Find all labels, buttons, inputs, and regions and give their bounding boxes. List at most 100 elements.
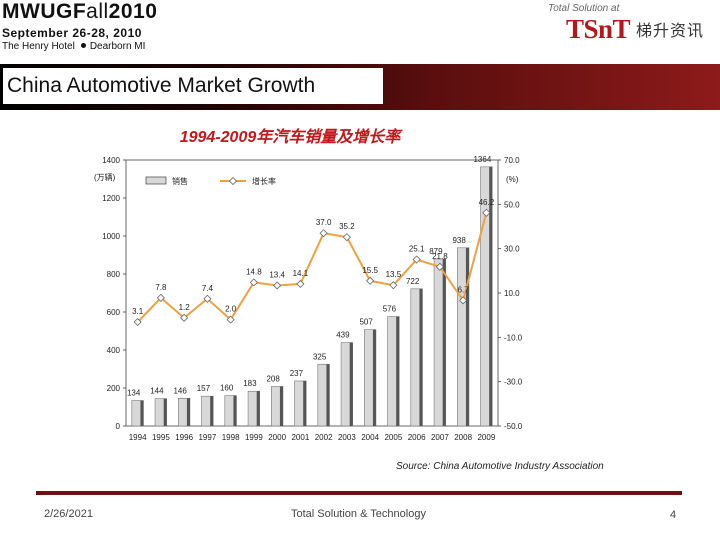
- bar-value-label: 237: [290, 369, 304, 378]
- bar-value-label: 722: [406, 277, 420, 286]
- growth-value-label: 35.2: [339, 222, 355, 231]
- bar-value-label: 576: [383, 305, 397, 314]
- event-name-light: all: [86, 0, 109, 23]
- bar-shade: [233, 395, 237, 426]
- growth-point: [459, 296, 468, 305]
- brand-tagline: Total Solution at: [548, 3, 620, 14]
- growth-value-label: 13.4: [269, 270, 285, 279]
- growth-point: [273, 281, 282, 290]
- x-tick-label: 1996: [175, 433, 193, 442]
- bar-shade: [465, 247, 469, 426]
- growth-value-label: 7.8: [155, 283, 167, 292]
- bar-shade: [442, 258, 446, 426]
- growth-point: [226, 315, 235, 324]
- footer-divider: [36, 491, 682, 495]
- growth-point: [180, 313, 189, 322]
- x-tick-label: 2004: [361, 433, 379, 442]
- x-tick-label: 1999: [245, 433, 263, 442]
- bar-shade: [210, 396, 214, 426]
- y-tick-label: 600: [107, 308, 121, 317]
- bar-shade: [396, 316, 400, 426]
- bullet-icon: [80, 43, 86, 49]
- growth-value-label: 37.0: [316, 218, 332, 227]
- venue-city: Dearborn MI: [89, 41, 146, 52]
- growth-point: [366, 276, 375, 285]
- growth-point: [296, 279, 305, 288]
- event-year: 2010: [108, 0, 158, 23]
- venue-hotel: The Henry Hotel: [2, 41, 75, 52]
- y-tick-label: 400: [107, 346, 121, 355]
- x-tick-label: 2003: [338, 433, 356, 442]
- growth-value-label: 7.4: [202, 284, 214, 293]
- y-tick-label: 1000: [102, 232, 120, 241]
- bar-shade: [140, 400, 144, 426]
- slide-title: China Automotive Market Growth: [3, 68, 383, 104]
- growth-point: [319, 229, 328, 238]
- brand-logo: TSnT: [566, 14, 631, 44]
- growth-point: [435, 262, 444, 271]
- bar-shade: [326, 364, 330, 426]
- y-tick-label: 800: [107, 270, 121, 279]
- y2-tick-label: 10.0: [504, 289, 520, 298]
- bar-value-label: 134: [127, 389, 141, 398]
- growth-line: [136, 212, 488, 323]
- growth-point: [412, 255, 421, 264]
- legend-swatch-sales: [145, 176, 167, 185]
- growth-point: [156, 293, 165, 302]
- event-dates: September 26-28, 2010: [2, 26, 142, 40]
- bar-value-label: 208: [266, 374, 280, 383]
- page-number: 4: [670, 509, 677, 521]
- brand-chinese-name: 梯升资讯: [636, 23, 705, 40]
- x-tick-label: 2001: [291, 433, 309, 442]
- growth-value-label: 3.1: [132, 307, 144, 316]
- bar-shade: [186, 398, 190, 426]
- footer-company: Total Solution & Technology: [291, 508, 426, 520]
- legend-marker-growth: [228, 176, 238, 186]
- bar-shade: [279, 386, 283, 426]
- growth-point: [249, 278, 258, 287]
- bar-value-label: 157: [197, 384, 211, 393]
- x-tick-label: 2005: [384, 433, 402, 442]
- y-tick-label: 200: [107, 384, 121, 393]
- growth-point: [133, 317, 142, 327]
- y-axis-unit: (万辆): [94, 172, 116, 182]
- y2-tick-label: 30.0: [504, 245, 520, 254]
- growth-point: [203, 294, 212, 303]
- bar-shade: [256, 391, 260, 426]
- x-tick-label: 1998: [222, 433, 240, 442]
- y2-tick-label: -30.0: [504, 378, 523, 387]
- growth-value-label: 2.0: [225, 305, 237, 314]
- source-note: Source: China Automotive Industry Associ…: [396, 461, 604, 472]
- y2-tick-label: 50.0: [504, 200, 520, 209]
- y-tick-label: 0: [116, 422, 121, 431]
- event-logo: MWUGFall2010: [2, 0, 157, 24]
- legend-label-sales: 销售: [172, 176, 188, 186]
- bar-value-label: 879: [429, 247, 443, 256]
- x-tick-label: 1997: [198, 433, 216, 442]
- y2-axis-unit: (%): [506, 175, 519, 184]
- bar-value-label: 160: [220, 384, 234, 393]
- chart-title: 1994-2009年汽车销量及增长率: [180, 128, 404, 146]
- bar-shade: [163, 398, 167, 426]
- growth-value-label: 14.1: [293, 269, 309, 278]
- x-tick-label: 2000: [268, 433, 286, 442]
- growth-value-label: 1.2: [179, 303, 191, 312]
- bar-shade: [419, 288, 423, 426]
- growth-value-label: 15.5: [362, 266, 378, 275]
- bar-value-label: 146: [173, 386, 187, 395]
- bar-value-label: 938: [452, 236, 466, 245]
- growth-value-label: 6.7: [458, 285, 470, 294]
- x-tick-label: 2009: [477, 433, 495, 442]
- growth-value-label: 25.1: [409, 245, 425, 254]
- sales-growth-chart: 1994-2009年汽车销量及增长率 0 200 400 600 800 1000 1200 1…: [94, 128, 523, 442]
- y2-tick-label: 70.0: [504, 156, 520, 165]
- growth-value-label: 14.8: [246, 267, 262, 276]
- bar-value-label: 1364: [473, 155, 491, 164]
- growth-point: [482, 208, 491, 217]
- footer-date: 2/26/2021: [44, 508, 93, 520]
- bar-shade: [349, 342, 353, 426]
- x-tick-label: 2002: [315, 433, 333, 442]
- x-tick-label: 2006: [408, 433, 426, 442]
- event-venue: The Henry Hotel Dearborn MI: [2, 41, 145, 52]
- growth-value-label: 46.2: [479, 198, 495, 207]
